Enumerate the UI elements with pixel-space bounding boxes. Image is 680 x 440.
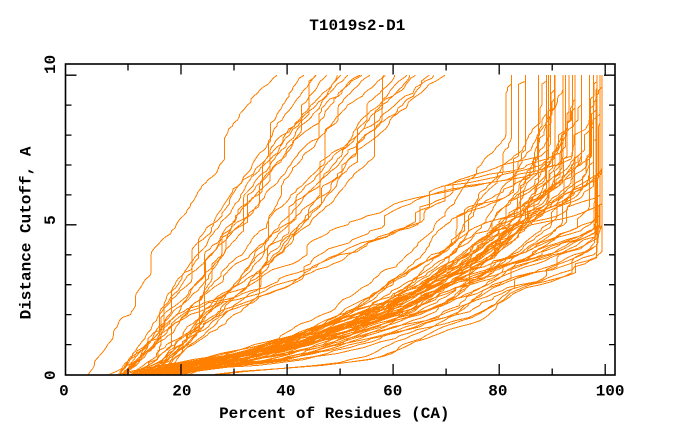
svg-text:Distance Cutoff, A: Distance Cutoff, A [17,146,35,319]
svg-text:60: 60 [383,382,402,400]
svg-text:T1019s2-D1: T1019s2-D1 [309,17,405,35]
svg-text:5: 5 [42,215,60,225]
svg-text:100: 100 [596,382,625,400]
svg-text:0: 0 [42,370,60,380]
svg-text:0: 0 [59,382,69,400]
svg-text:10: 10 [42,55,60,74]
svg-text:80: 80 [488,382,507,400]
svg-text:Percent of Residues (CA): Percent of Residues (CA) [219,405,449,423]
svg-text:20: 20 [172,382,191,400]
svg-text:40: 40 [276,382,295,400]
